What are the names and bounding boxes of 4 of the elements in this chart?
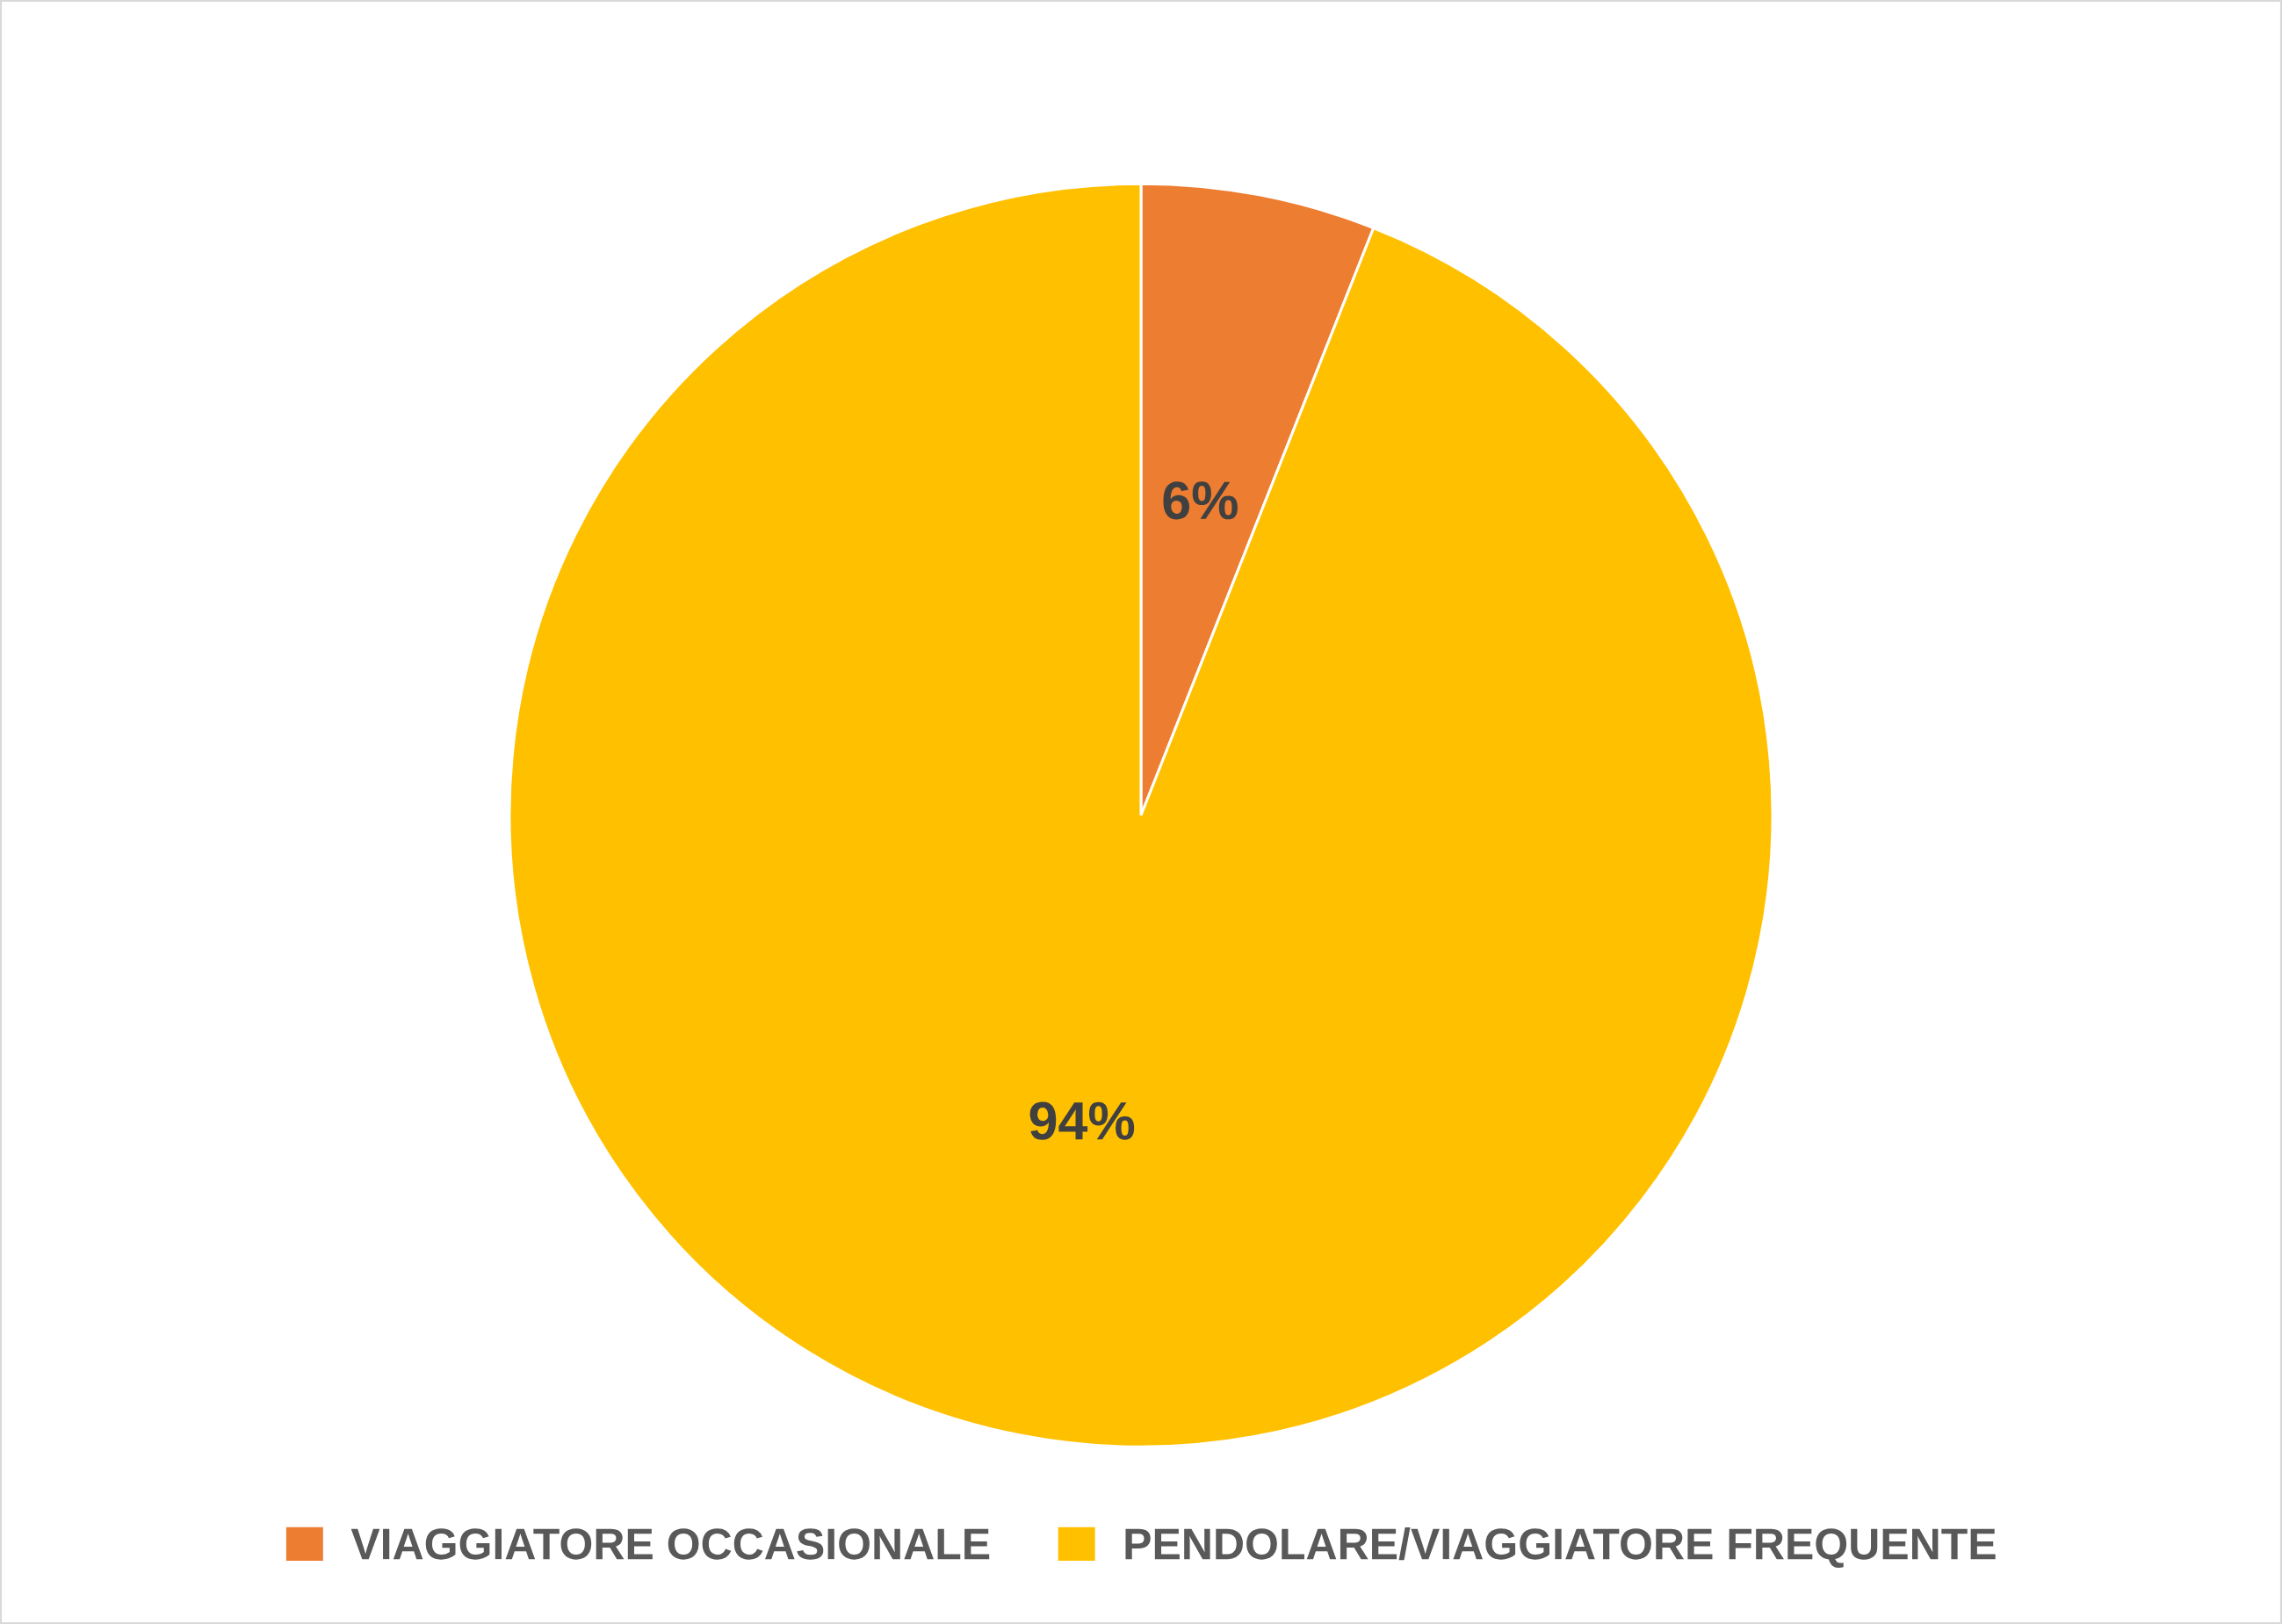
data-label: 6% — [1163, 481, 1238, 520]
legend-label: PENDOLARE/VIAGGIATORE FREQUENTE — [1125, 1527, 1996, 1568]
data-label: 94% — [1029, 1101, 1135, 1140]
legend-label: VIAGGIATORE OCCASIONALE — [350, 1528, 990, 1560]
